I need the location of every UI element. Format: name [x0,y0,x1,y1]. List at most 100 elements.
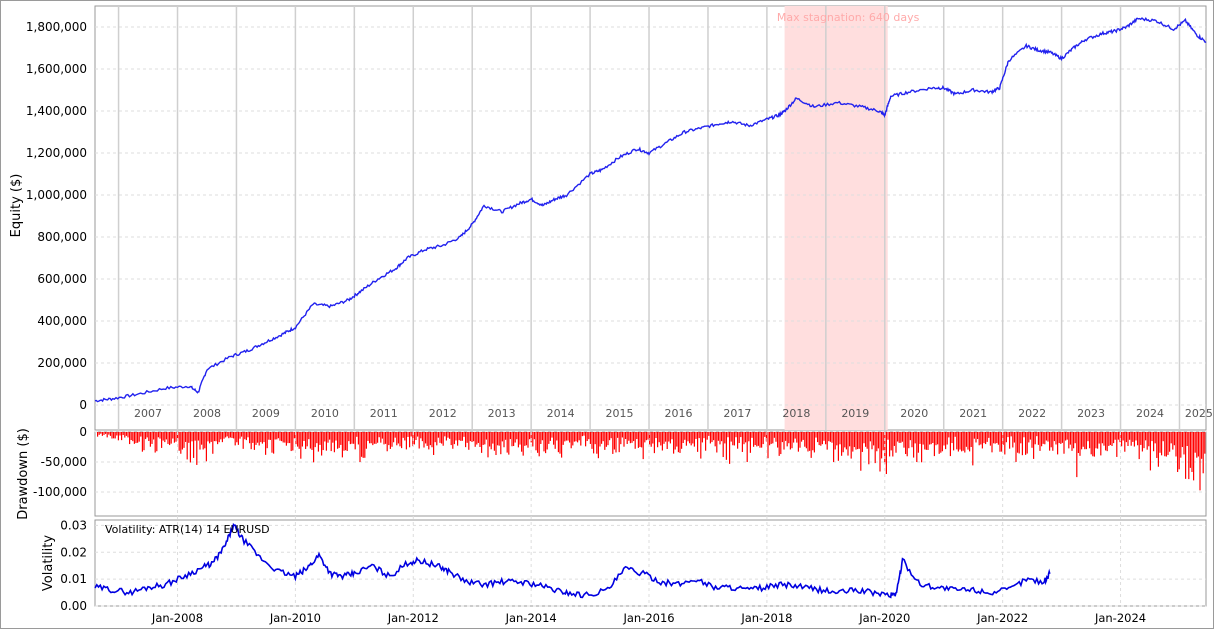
drawdown-bar [671,432,673,440]
drawdown-bar [172,432,174,439]
drawdown-bar [362,432,364,458]
drawdown-bar [850,432,852,459]
stagnation-band [784,6,888,430]
drawdown-bar [1177,432,1179,472]
drawdown-bar [852,432,854,452]
drawdown-bar [340,432,342,445]
drawdown-bar [1108,432,1110,446]
drawdown-bar [714,432,716,447]
drawdown-bar [122,432,124,436]
drawdown-bar [439,432,441,443]
drawdown-bar [1065,432,1067,441]
drawdown-bar [249,432,251,444]
drawdown-bar [345,432,347,451]
volatility-plot-area [94,519,1207,607]
drawdown-bar [258,432,260,446]
drawdown-bar [533,432,535,440]
volatility-ytick-label: 0.03 [60,518,87,532]
drawdown-bar [141,432,143,452]
drawdown-bar [753,432,755,447]
drawdown-bar [385,432,387,444]
drawdown-bar [461,432,463,441]
volatility-xtick-label: Jan-2024 [1094,611,1146,625]
drawdown-bar [119,432,121,436]
drawdown-bar [733,432,735,446]
drawdown-bar [653,432,655,454]
drawdown-bar [271,432,273,453]
drawdown-bar [724,432,726,444]
drawdown-bar [391,432,393,447]
year-label: 2008 [193,407,221,420]
drawdown-bar [231,432,233,438]
drawdown-bar [201,432,203,445]
drawdown-bar [1060,432,1062,444]
drawdown-bar [133,432,135,444]
drawdown-bar [722,432,724,458]
drawdown-bar [604,432,606,450]
drawdown-bar [1201,432,1203,459]
year-label: 2025 [1185,407,1213,420]
drawdown-bar [935,432,937,446]
drawdown-bar [477,432,479,443]
drawdown-bar [316,432,318,444]
year-label: 2019 [841,407,869,420]
drawdown-bar [1087,432,1089,442]
drawdown-bar [1148,432,1150,447]
drawdown-bar [1121,432,1123,447]
drawdown-bar [1044,432,1046,445]
drawdown-bar [530,432,532,443]
drawdown-bar [626,432,628,444]
drawdown-bar [1025,432,1027,455]
drawdown-bar [637,432,639,448]
drawdown-bar [116,432,118,436]
drawdown-bar [746,432,748,463]
drawdown-bar [813,432,815,453]
drawdown-bar [783,432,785,450]
drawdown-bar [321,432,323,456]
drawdown-bar [527,432,529,448]
drawdown-bar [194,432,196,441]
drawdown-bar [183,432,185,448]
drawdown-bar [495,432,497,456]
drawdown-bar [810,432,812,458]
drawdown-bar [964,432,966,453]
drawdown-bar [887,432,889,440]
drawdown-bar [1029,432,1031,440]
drawdown-bar [623,432,625,447]
drawdown-bar [633,432,635,442]
drawdown-bar [874,432,876,464]
drawdown-bar [445,432,447,441]
drawdown-bar [188,432,190,443]
equity-ytick-label: 1,400,000 [26,104,87,118]
drawdown-bar [535,432,537,451]
drawdown-bar [1194,432,1196,453]
drawdown-bar [794,432,796,439]
drawdown-bar [709,432,711,444]
drawdown-bar [514,432,516,443]
drawdown-bar [868,432,870,465]
drawdown-bar [397,432,399,444]
drawdown-bar [890,432,892,451]
drawdown-bar [111,432,113,439]
drawdown-bar [1167,432,1169,455]
equity-y-axis-label: Equity ($) [9,174,24,238]
drawdown-bar [573,432,575,442]
drawdown-bar [946,432,948,445]
drawdown-bar [425,432,427,444]
drawdown-bar [1005,432,1007,443]
drawdown-bar [924,432,926,450]
drawdown-bar [655,432,657,439]
drawdown-bar [1149,432,1151,471]
drawdown-bar [541,432,543,441]
drawdown-bar [673,432,675,454]
drawdown-bar [458,432,460,441]
drawdown-bar [492,432,494,444]
drawdown-bar [754,432,756,445]
drawdown-bar [564,432,566,442]
volatility-xtick-label: Jan-2008 [151,611,203,625]
equity-ytick-label: 0 [79,398,87,412]
drawdown-bar [837,432,839,461]
drawdown-bar [844,432,846,448]
drawdown-bar [505,432,507,440]
